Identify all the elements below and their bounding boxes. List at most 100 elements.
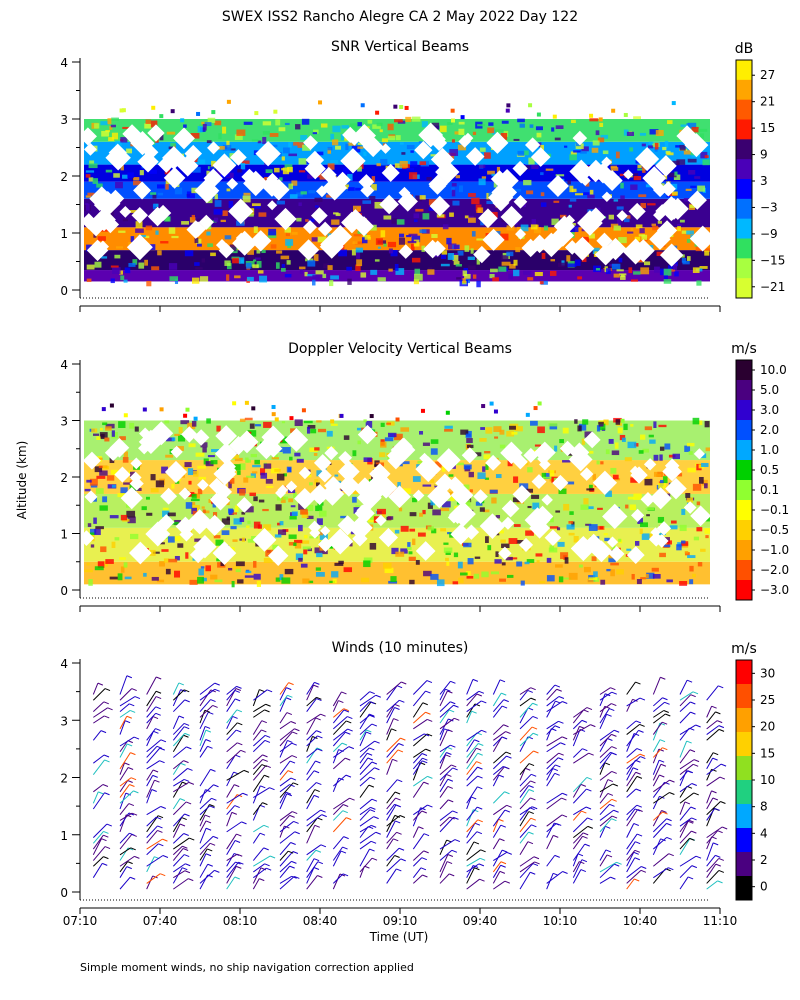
wind-barb-flag (451, 764, 457, 768)
heatmap-cell (283, 473, 287, 477)
data-gap (596, 232, 613, 249)
wind-barb (706, 826, 723, 839)
heatmap-cell (509, 263, 516, 269)
wind-barb (333, 716, 348, 730)
heatmap-cell (440, 528, 447, 532)
wind-barb-flag (690, 701, 696, 705)
heatmap-cell (453, 244, 460, 250)
heatmap-cell (105, 423, 115, 429)
heatmap-cell (603, 533, 608, 536)
heatmap-cell (436, 214, 445, 218)
wind-barb-flag (632, 698, 638, 702)
heatmap-cell (207, 117, 216, 123)
heatmap-cell (450, 118, 455, 123)
heatmap-cell (355, 187, 361, 191)
wind-barb (252, 847, 265, 861)
wind-barb (679, 740, 688, 758)
wind-barb-flag (286, 687, 292, 691)
heatmap-cell (105, 559, 114, 564)
wind-barb-flag (528, 789, 535, 792)
heatmap-cell (130, 533, 139, 540)
wind-barb-flag (234, 784, 240, 788)
wind-barb (226, 861, 239, 878)
heatmap-cell (427, 269, 435, 275)
heatmap-cell (263, 463, 272, 469)
wind-barb-flag (633, 823, 639, 826)
heatmap-cell (528, 157, 535, 165)
heatmap-cell (689, 565, 694, 572)
wind-barb-flag (188, 781, 195, 785)
heatmap-cell (212, 501, 217, 508)
heatmap-cell (687, 555, 696, 559)
wind-barb-flag (366, 729, 372, 733)
wind-barb-flag (313, 858, 320, 862)
heatmap-cell (406, 234, 412, 238)
wind-barb (279, 721, 292, 730)
heatmap-cell (163, 558, 169, 563)
heatmap-cell (94, 123, 100, 129)
heatmap-cell (96, 475, 106, 479)
heatmap-cell (274, 534, 282, 538)
heatmap-cell (541, 472, 547, 479)
data-gap (294, 487, 316, 510)
heatmap-cell (620, 274, 625, 278)
heatmap-cell (564, 145, 568, 148)
wind-barb-flag (504, 880, 511, 884)
data-gap (649, 487, 672, 510)
colorbar-swatch (736, 876, 752, 901)
wind-barb-flag (450, 680, 456, 684)
heatmap-cell (654, 266, 660, 273)
wind-barb (626, 681, 636, 695)
colorbar-swatch (736, 420, 752, 441)
heatmap-cell (415, 195, 423, 202)
heatmap-cell (614, 442, 619, 449)
heatmap-cell (410, 150, 414, 153)
heatmap-cell (105, 169, 113, 173)
colorbar-label: 0 (760, 880, 768, 894)
heatmap-cell (454, 131, 459, 135)
wind-barb (466, 693, 478, 707)
wind-barb (546, 701, 563, 713)
wind-barb (306, 817, 318, 833)
data-gap (423, 239, 442, 259)
heatmap-cell (686, 238, 691, 243)
heatmap-cell (463, 484, 470, 490)
heatmap-cell (489, 489, 498, 494)
heatmap-cell (570, 151, 577, 155)
colorbar-swatch (736, 732, 752, 757)
wind-barb (466, 761, 477, 775)
wind-barb (172, 733, 186, 747)
heatmap-cell (144, 259, 148, 266)
heatmap-cell (170, 142, 176, 147)
wind-barb (519, 789, 530, 804)
heatmap-cell (109, 576, 118, 580)
heatmap-cell (349, 123, 358, 131)
heatmap-cell (506, 251, 514, 257)
heatmap-cell (257, 140, 262, 144)
heatmap-cell (463, 464, 472, 470)
wind-barb (279, 831, 296, 844)
heatmap-band (84, 270, 710, 282)
wind-barb-flag (636, 804, 642, 808)
wind-barb (679, 855, 697, 867)
data-gap (305, 150, 325, 170)
wind-barb-flag (103, 830, 109, 834)
heatmap-cell (123, 279, 128, 283)
wind-barb-flag (427, 718, 433, 722)
heatmap-cell (315, 270, 324, 275)
colorbar-label: 0.1 (760, 483, 779, 497)
wind-barb (173, 781, 190, 793)
heatmap-cell (110, 469, 119, 475)
heatmap-cell (228, 508, 233, 514)
wind-barb (492, 824, 502, 838)
wind-barb (252, 729, 262, 741)
heatmap-cell (256, 249, 261, 254)
wind-barb (706, 842, 714, 861)
heatmap-cell (196, 111, 201, 116)
heatmap-cell (524, 561, 530, 565)
wind-barb (146, 873, 161, 884)
heatmap-cell (458, 577, 464, 583)
wind-barb (626, 720, 637, 730)
heatmap-cell (174, 278, 179, 284)
